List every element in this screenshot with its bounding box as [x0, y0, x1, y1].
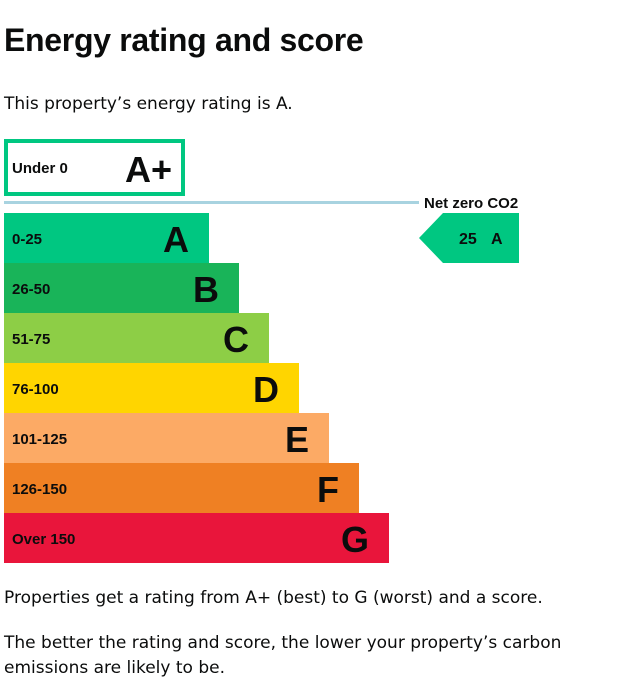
band-e-letter: E	[285, 419, 309, 460]
band-b-range: 26-50	[12, 281, 50, 298]
current-score: 25	[459, 231, 477, 248]
net-zero-line	[4, 201, 419, 204]
band-b-letter: B	[193, 269, 219, 310]
band-c-range: 51-75	[12, 331, 50, 348]
band-a-bar	[4, 213, 209, 263]
band-c-bar	[4, 313, 269, 363]
band-f-letter: F	[317, 469, 339, 510]
band-b-bar	[4, 263, 239, 313]
band-a-plus-letter: A+	[125, 149, 172, 190]
band-f-range: 126-150	[12, 481, 67, 498]
energy-rating-chart: Under 0 A+ Net zero CO2 0-25 A 26-50 B 51-75 C 76…	[4, 139, 519, 563]
rating-intro-text: This property’s energy rating is A.	[4, 94, 293, 114]
band-a-plus-box	[4, 139, 185, 196]
band-a-range: 0-25	[12, 231, 42, 248]
band-f-bar	[4, 463, 359, 513]
net-zero-label: Net zero CO2	[424, 195, 518, 212]
band-a-letter: A	[163, 219, 189, 260]
band-g-range: Over 150	[12, 531, 75, 548]
band-d-bar	[4, 363, 299, 413]
current-rating-arrow	[419, 213, 519, 263]
band-d-range: 76-100	[12, 381, 59, 398]
band-d-letter: D	[253, 369, 279, 410]
rating-explanation-text: Properties get a rating from A+ (best) t…	[4, 588, 543, 608]
band-a-plus-range: Under 0	[12, 160, 68, 177]
band-g-bar	[4, 513, 389, 563]
carbon-emissions-text: The better the rating and score, the low…	[4, 633, 562, 678]
band-e-bar	[4, 413, 329, 463]
page-title: Energy rating and score	[4, 22, 364, 58]
band-e-range: 101-125	[12, 431, 67, 448]
band-c-letter: C	[223, 319, 249, 360]
current-letter: A	[491, 231, 503, 248]
band-g-letter: G	[341, 519, 369, 560]
